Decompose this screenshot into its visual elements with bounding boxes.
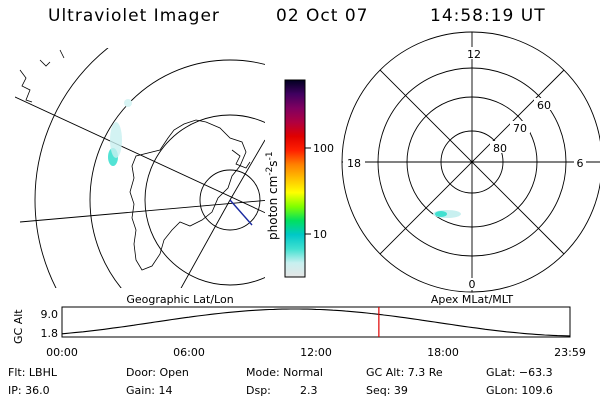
altitude-plot-frame xyxy=(61,306,571,338)
dsp-value: 2.3 xyxy=(300,384,318,397)
gain-info: Gain: 14 xyxy=(126,384,173,397)
meridian-line xyxy=(229,139,265,201)
latitude-circle xyxy=(89,59,265,288)
mlt-label-6: 6 xyxy=(577,157,584,170)
meridian-line xyxy=(15,96,265,214)
door-info: Door: Open xyxy=(126,366,189,379)
mlt-line xyxy=(379,69,565,255)
apex-label: Apex MLat/MLT xyxy=(431,293,514,306)
colorbar-tick-label: 100 xyxy=(313,142,334,155)
altitude-xtick-label: 00:00 xyxy=(46,346,78,359)
latitude-circle xyxy=(34,48,109,288)
colorbar-label: photon cm-2s-1 xyxy=(265,151,280,240)
antarctica-coastline xyxy=(129,119,247,271)
mlat-label-60: 60 xyxy=(537,99,551,112)
mlat-label-80: 80 xyxy=(493,142,507,155)
geographic-label: Geographic Lat/Lon xyxy=(126,293,233,306)
altitude-ytick: 1.8 xyxy=(41,327,59,340)
mlt-label-18: 18 xyxy=(347,157,361,170)
altitude-curve xyxy=(61,308,571,337)
altitude-ylabel: GC Alt xyxy=(12,309,25,344)
latitude-circle xyxy=(144,114,265,286)
glat-info: GLat: −63.3 xyxy=(486,366,553,379)
altitude-xtick-label: 23:59 xyxy=(554,346,586,359)
mlt-label-0: 0 xyxy=(469,278,476,291)
altitude-xtick-label: 12:00 xyxy=(300,346,332,359)
mlt-label-12: 12 xyxy=(467,48,481,61)
mlat-label-70: 70 xyxy=(513,122,527,135)
mode-info: Mode: Normal xyxy=(246,366,323,379)
altitude-xtick-label: 06:00 xyxy=(173,346,205,359)
gc-alt-info: GC Alt: 7.3 Re xyxy=(366,366,443,379)
colorbar-tick-label: 10 xyxy=(313,228,327,241)
latitude-circle xyxy=(199,169,261,231)
filter-info: Flt: LBHL xyxy=(8,366,57,379)
auroral-emission-polar xyxy=(433,210,461,218)
geographic-map xyxy=(15,48,265,288)
altitude-xtick-label: 18:00 xyxy=(427,346,459,359)
altitude-ytick: 9.0 xyxy=(41,308,59,321)
polar-plot xyxy=(341,31,600,293)
auroral-emission-geo xyxy=(108,99,132,166)
image-date: 02 Oct 07 xyxy=(276,6,369,26)
meridian-line xyxy=(180,199,231,288)
altitude-xticks: 00:00 06:00 12:00 18:00 23:59 xyxy=(46,346,586,359)
seq-info: Seq: 39 xyxy=(366,384,408,397)
coastline xyxy=(19,49,65,103)
image-time: 14:58:19 UT xyxy=(430,6,546,26)
glon-info: GLon: 109.6 xyxy=(486,384,553,397)
colorbar xyxy=(284,79,306,278)
coastline xyxy=(231,149,251,169)
ip-info: IP: 36.0 xyxy=(8,384,50,397)
dsp-label: Dsp: xyxy=(246,384,271,397)
app-title: Ultraviolet Imager xyxy=(48,6,220,26)
terminator-line xyxy=(229,199,253,226)
